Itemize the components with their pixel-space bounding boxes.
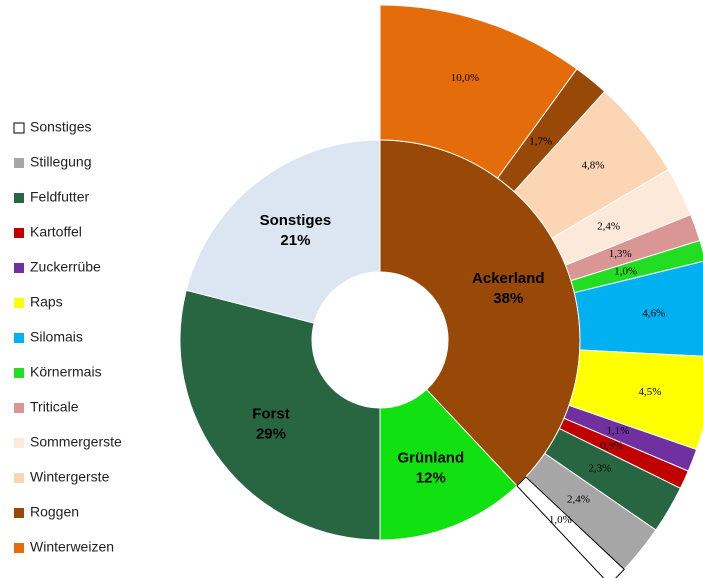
legend-swatch bbox=[14, 263, 24, 273]
legend-swatch bbox=[14, 403, 24, 413]
legend-swatch bbox=[14, 438, 24, 448]
legend-label: Roggen bbox=[30, 504, 79, 520]
inner-slice bbox=[185, 139, 381, 324]
slice-label: 12% bbox=[416, 469, 446, 486]
legend-label: Triticale bbox=[30, 399, 79, 415]
legend-label: Sonstiges bbox=[30, 119, 91, 135]
legend-label: Stillegung bbox=[30, 154, 92, 170]
slice-label: 4,8% bbox=[582, 160, 605, 172]
slice-label: 2,4% bbox=[597, 221, 620, 233]
legend-label: Kartoffel bbox=[30, 224, 82, 240]
slice-label: 2,4% bbox=[567, 494, 590, 506]
slice-label: 4,5% bbox=[639, 386, 662, 398]
legend-label: Zuckerrübe bbox=[30, 259, 101, 275]
slice-label: 38% bbox=[493, 290, 523, 307]
slice-name: Sonstiges bbox=[260, 212, 332, 229]
slice-label: 29% bbox=[256, 426, 286, 443]
plot: Ackerland 38% Grünland 12% Forst 29% Sonstiges… bbox=[179, 4, 703, 578]
legend-swatch bbox=[13, 122, 25, 134]
legend-label: Winterweizen bbox=[30, 539, 114, 555]
slice-label: 1,7% bbox=[529, 136, 552, 148]
legend-swatch bbox=[14, 158, 24, 168]
legend-swatch bbox=[14, 368, 24, 378]
slice-label: 10,0% bbox=[451, 72, 479, 84]
slice-name: Ackerland bbox=[472, 270, 545, 287]
legend-label: Raps bbox=[30, 294, 63, 310]
slice-label: 21% bbox=[280, 232, 310, 249]
legend-label: Sommergerste bbox=[30, 434, 122, 450]
legend-swatch bbox=[14, 298, 24, 308]
legend-swatch bbox=[14, 473, 24, 483]
outer-slice bbox=[516, 476, 625, 578]
slice-name: Forst bbox=[252, 406, 290, 423]
slice-label: 1,0% bbox=[549, 514, 572, 526]
legend-swatch bbox=[14, 193, 24, 203]
slice-label: 4,6% bbox=[642, 308, 665, 320]
inner-slice bbox=[379, 388, 518, 541]
slice-label: 1,1% bbox=[607, 425, 630, 437]
legend-label: Silomais bbox=[30, 329, 83, 345]
slice-name: Grünland bbox=[397, 449, 464, 466]
slice-label: 2,3% bbox=[588, 463, 611, 475]
legend-label: Feldfutter bbox=[30, 189, 89, 205]
legend-swatch bbox=[14, 543, 24, 553]
legend: Sonstiges Stillegung Feldfutter Kartoffel Zu… bbox=[13, 119, 122, 555]
slice-label: 1,3% bbox=[609, 248, 632, 260]
inner-slice bbox=[179, 289, 381, 541]
legend-label: Wintergerste bbox=[30, 469, 110, 485]
legend-swatch bbox=[14, 508, 24, 518]
legend-swatch bbox=[14, 228, 24, 238]
slice-label: 0,9% bbox=[600, 440, 623, 452]
slice-label: 1,0% bbox=[614, 265, 637, 277]
outer-slice bbox=[573, 260, 703, 357]
legend-label: Körnermais bbox=[30, 364, 102, 380]
legend-swatch bbox=[14, 333, 24, 343]
